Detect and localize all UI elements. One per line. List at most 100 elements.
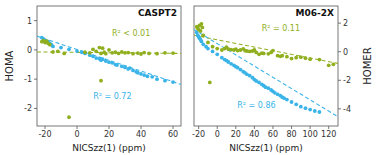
point (107, 60, 111, 64)
plot-frame (194, 6, 338, 126)
point (142, 51, 146, 55)
y-tick (34, 20, 37, 21)
point (201, 33, 205, 37)
point (62, 52, 66, 56)
point (327, 63, 331, 67)
point (318, 110, 322, 114)
point (304, 56, 308, 60)
x-tick-label: -20 (38, 130, 51, 139)
point (294, 56, 298, 60)
point (211, 50, 215, 54)
x-tick-label: 0 (215, 130, 220, 139)
x-tick-label: -20 (192, 130, 205, 139)
panel: -200204060NICSzz(1) (ppm)-2-101HOMAR² < … (4, 6, 181, 153)
annotation: R² = 0.86 (237, 101, 275, 110)
point (48, 43, 52, 47)
y-axis-label: HOMA (4, 50, 15, 81)
point (136, 51, 140, 55)
title: M06-2X (296, 8, 334, 18)
point (146, 74, 150, 78)
x-tick (173, 126, 174, 129)
x-tick-label: 20 (231, 130, 241, 139)
y-tick-label: -2 (343, 76, 351, 85)
y-tick (338, 51, 341, 52)
point (155, 77, 159, 81)
point (131, 52, 135, 56)
plot-frame (37, 6, 181, 126)
point (94, 49, 98, 53)
point (280, 54, 284, 58)
point (200, 22, 204, 26)
x-tick-label: 0 (74, 130, 79, 139)
point (299, 105, 303, 109)
title: CASPT2 (138, 8, 177, 18)
title-box (136, 8, 178, 19)
point (206, 47, 210, 51)
y-tick-label: 2 (343, 19, 348, 28)
marks (37, 36, 181, 119)
point (51, 44, 55, 48)
x-tick (254, 126, 255, 129)
title-group: CASPT2 (136, 8, 178, 19)
point (115, 63, 119, 67)
annotation: R² < 0.01 (112, 29, 150, 38)
title-box (294, 8, 335, 19)
point (83, 50, 87, 54)
x-tick (109, 126, 110, 129)
panel: -20020406080100120NICSzz(1) (ppm)-4-202H… (192, 6, 373, 153)
annotation: R² = 0.11 (262, 24, 300, 33)
point (91, 54, 95, 58)
point (163, 79, 167, 83)
y-tick-label: -4 (343, 105, 351, 114)
point (313, 109, 317, 113)
title-group: M06-2X (294, 8, 335, 19)
y-tick-label: -1 (24, 75, 32, 84)
y-tick-label: -2 (24, 104, 32, 113)
point (101, 57, 105, 61)
point (206, 41, 210, 45)
point (67, 47, 71, 51)
point (308, 108, 312, 112)
x-tick (310, 126, 311, 129)
point (120, 50, 124, 54)
point (171, 51, 175, 55)
point (155, 52, 159, 56)
y-tick (34, 49, 37, 50)
y-tick-label: 1 (27, 17, 32, 26)
x-tick-label: 80 (286, 130, 296, 139)
x-tick (272, 126, 273, 129)
x-tick-label: 120 (321, 130, 336, 139)
x-tick-label: 20 (104, 130, 114, 139)
point (211, 45, 215, 49)
point (290, 100, 294, 104)
x-axis-label: NICSzz(1) (ppm) (229, 143, 303, 153)
point (290, 57, 294, 61)
point (110, 61, 114, 65)
point (75, 49, 79, 53)
point (91, 47, 95, 51)
point (285, 55, 289, 59)
x-tick-label: 60 (268, 130, 278, 139)
chart-root: -200204060NICSzz(1) (ppm)-2-101HOMAR² < … (0, 0, 378, 155)
point (285, 98, 289, 102)
y-tick-label: 0 (343, 48, 348, 57)
x-tick (77, 126, 78, 129)
point (215, 47, 219, 51)
point (88, 51, 92, 55)
x-tick (235, 126, 236, 129)
y-tick (338, 108, 341, 109)
point (67, 115, 71, 119)
point (59, 46, 63, 50)
point (128, 66, 132, 70)
x-tick-label: 100 (302, 130, 317, 139)
x-tick-label: 40 (136, 130, 146, 139)
point (163, 51, 167, 55)
x-axis-label: NICSzz(1) (ppm) (72, 143, 146, 153)
trend-line (194, 35, 338, 63)
x-tick-label: 40 (249, 130, 259, 139)
marks (194, 22, 338, 117)
point (101, 46, 105, 50)
point (99, 79, 103, 83)
point (107, 48, 111, 52)
point (304, 106, 308, 110)
